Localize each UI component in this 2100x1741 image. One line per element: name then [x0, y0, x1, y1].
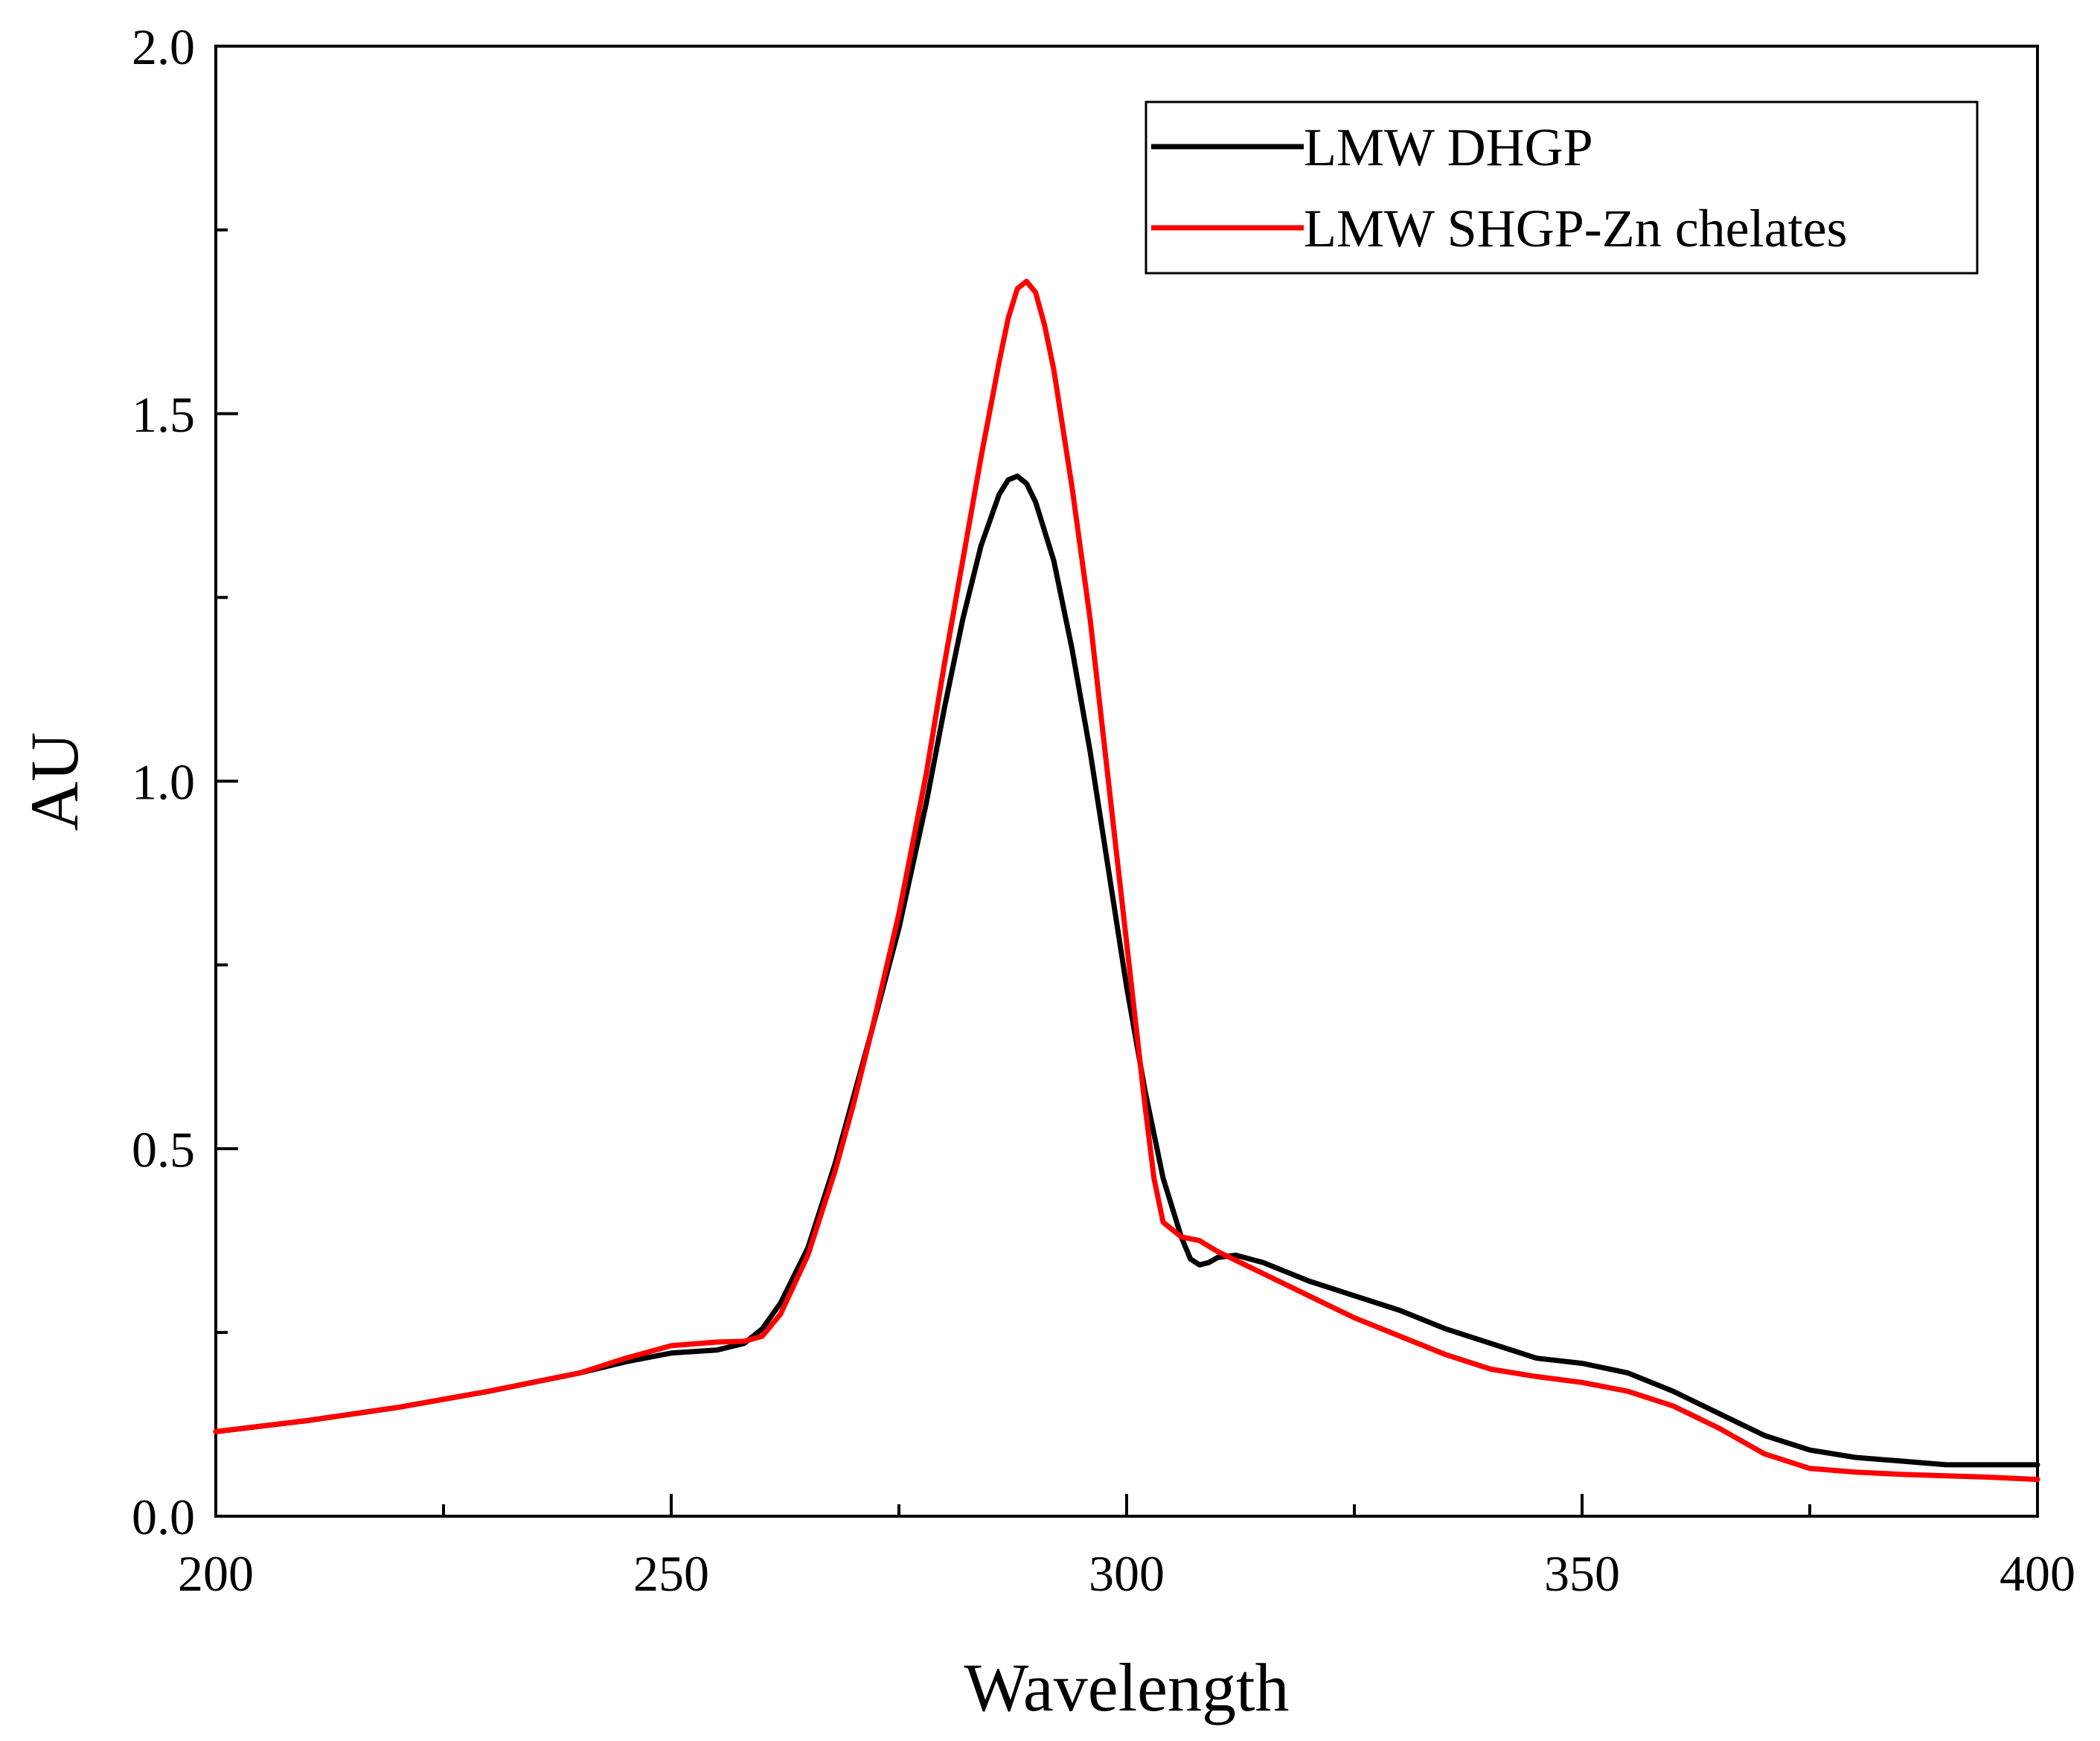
x-tick-label: 250	[633, 1545, 709, 1602]
x-tick-label: 350	[1544, 1545, 1620, 1602]
x-tick-label: 200	[178, 1545, 254, 1602]
x-tick-label: 400	[2000, 1545, 2075, 1602]
legend-label-lmw-dhgp: LMW DHGP	[1304, 118, 1593, 177]
legend-label-lmw-shgp-zn: LMW SHGP-Zn chelates	[1304, 199, 1848, 258]
y-tick-label: 2.0	[132, 19, 195, 75]
series-line-lmw-dhgp	[213, 473, 2040, 1468]
legend: LMW DHGP LMW SHGP-Zn chelates	[1145, 100, 1979, 275]
legend-box	[1145, 100, 1979, 275]
y-tick-label: 0.5	[132, 1121, 195, 1178]
y-tick-label: 1.0	[132, 754, 195, 811]
x-axis-title: Wavelength	[964, 1649, 1289, 1725]
y-tick-label: 0.0	[132, 1489, 195, 1545]
series-line-lmw-shgp-zn	[213, 278, 2040, 1483]
y-tick-label: 1.5	[132, 386, 195, 443]
y-axis-title: AU	[16, 732, 92, 831]
x-tick-label: 300	[1089, 1545, 1165, 1602]
